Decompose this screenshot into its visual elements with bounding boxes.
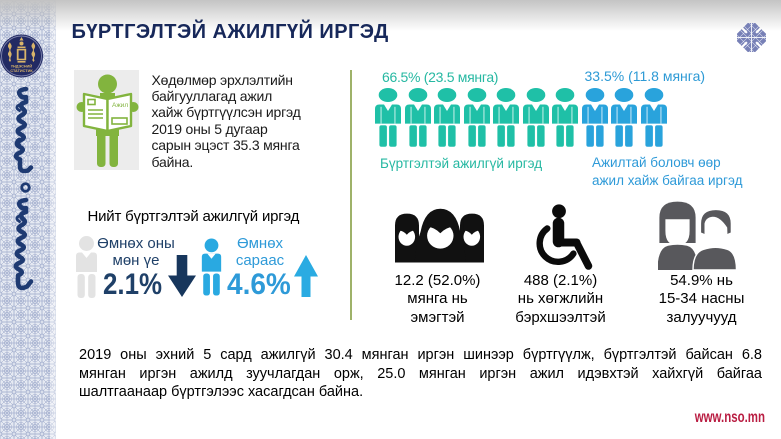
svg-text:Ажил: Ажил: [112, 102, 128, 109]
svg-text:ҮНДЭСНИЙ: ҮНДЭСНИЙ: [11, 65, 32, 69]
svg-text:СТАТИСТИК: СТАТИСТИК: [10, 69, 33, 73]
